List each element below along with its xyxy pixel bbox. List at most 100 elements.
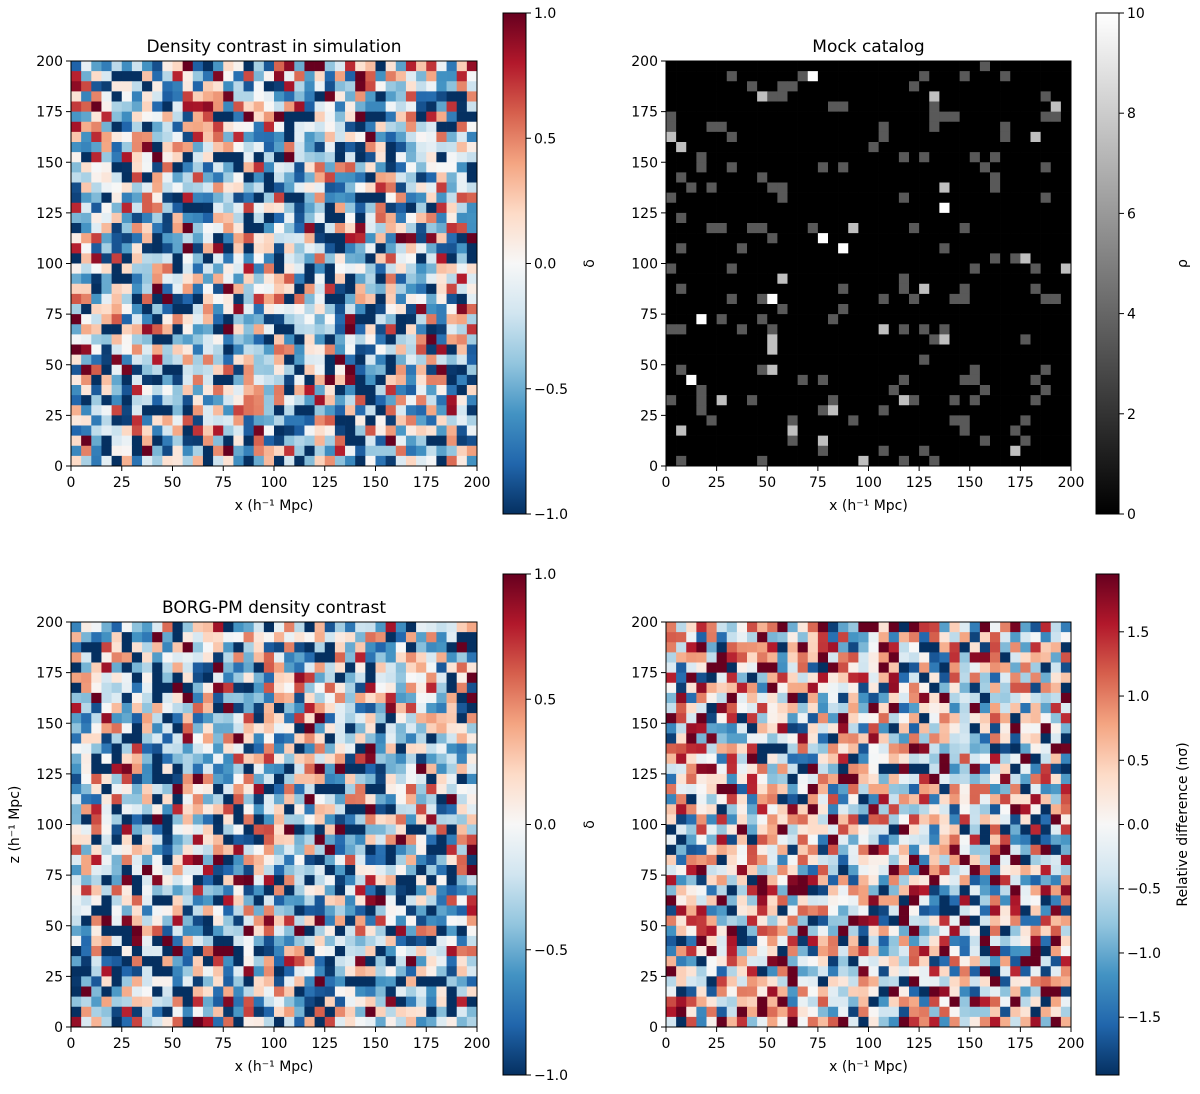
heatmap-cell: [91, 445, 102, 457]
heatmap-cell: [111, 692, 123, 704]
heatmap-cell: [304, 415, 315, 426]
heatmap-cell: [233, 885, 244, 896]
heatmap-cell: [274, 344, 285, 355]
heatmap-cell: [787, 283, 798, 295]
heatmap-cell: [838, 622, 849, 633]
heatmap-cell: [696, 71, 707, 82]
heatmap-cell: [274, 91, 285, 102]
heatmap-cell: [436, 212, 447, 224]
heatmap-cell: [767, 385, 778, 396]
heatmap-cell: [121, 385, 133, 396]
heatmap-cell: [101, 885, 112, 896]
heatmap-cell: [274, 293, 285, 305]
heatmap-cell: [71, 794, 82, 805]
heatmap-cell: [405, 834, 417, 846]
heatmap-cell: [1060, 81, 1072, 92]
heatmap-cell: [172, 956, 183, 967]
heatmap-cell: [385, 1006, 397, 1018]
heatmap-cell: [726, 415, 738, 426]
heatmap-cell: [111, 865, 123, 876]
heatmap-cell: [456, 324, 468, 335]
heatmap-cell: [868, 182, 879, 193]
heatmap-cell: [1030, 121, 1041, 133]
heatmap-cell: [101, 814, 112, 825]
heatmap-cell: [294, 956, 305, 967]
heatmap-cell: [81, 425, 92, 436]
heatmap-cell: [223, 986, 234, 997]
heatmap-cell: [777, 152, 788, 163]
heatmap-cell: [706, 354, 717, 366]
heatmap-cell: [365, 622, 376, 633]
x-tick-label: 25: [708, 475, 726, 491]
heatmap-cell: [456, 713, 468, 724]
heatmap-cell: [446, 81, 458, 92]
heatmap-cell: [888, 243, 900, 254]
heatmap-cell: [375, 763, 386, 775]
heatmap-cell: [1040, 182, 1052, 193]
heatmap-cell: [726, 152, 738, 163]
heatmap-cell: [888, 445, 900, 457]
heatmap-cell: [416, 233, 427, 244]
heatmap-cell: [334, 662, 346, 673]
heatmap-cell: [1030, 415, 1041, 426]
heatmap-cell: [233, 865, 244, 876]
heatmap-cell: [395, 111, 407, 123]
heatmap-cell: [436, 374, 447, 386]
heatmap-cell: [334, 784, 346, 795]
heatmap-cell: [416, 986, 427, 997]
heatmap-cell: [182, 642, 194, 653]
heatmap-cell: [192, 243, 204, 254]
heatmap-cell: [121, 455, 133, 467]
heatmap-cell: [202, 895, 214, 906]
heatmap-cell: [314, 753, 326, 765]
heatmap-cell: [716, 415, 728, 426]
heatmap-cell: [949, 81, 960, 92]
heatmap-cell: [243, 334, 255, 345]
heatmap-cell: [969, 304, 981, 315]
heatmap-cell: [919, 253, 930, 264]
heatmap-cell: [324, 374, 336, 386]
heatmap-cell: [202, 763, 214, 775]
heatmap-cell: [878, 101, 890, 112]
heatmap-cell: [314, 415, 326, 426]
heatmap-cell: [213, 956, 224, 967]
heatmap-cell: [192, 223, 204, 234]
heatmap-cell: [375, 885, 386, 896]
heatmap-cell: [898, 162, 910, 173]
heatmap-cell: [969, 263, 981, 274]
heatmap-cell: [466, 283, 478, 295]
heatmap-cell: [919, 223, 930, 234]
heatmap-cell: [736, 202, 748, 214]
heatmap-cell: [1040, 364, 1052, 376]
heatmap-cell: [334, 682, 346, 694]
heatmap-cell: [172, 111, 183, 123]
heatmap-cell: [365, 101, 376, 112]
heatmap-cell: [365, 682, 376, 694]
heatmap-cell: [456, 395, 468, 406]
heatmap-cell: [436, 652, 447, 663]
heatmap-cell: [304, 966, 315, 977]
heatmap-cell: [314, 192, 326, 204]
heatmap-cell: [253, 233, 265, 244]
heatmap-cell: [182, 925, 194, 937]
heatmap-cell: [345, 334, 356, 345]
heatmap-cell: [848, 344, 859, 355]
heatmap-cell: [243, 101, 255, 112]
heatmap-cell: [939, 304, 950, 315]
heatmap-cell: [797, 212, 809, 224]
heatmap-cell: [274, 885, 285, 896]
heatmap-cell: [939, 91, 950, 102]
heatmap-cell: [314, 101, 326, 112]
heatmap-cell: [919, 314, 930, 325]
heatmap-cell: [1040, 273, 1052, 285]
heatmap-cell: [747, 243, 758, 254]
heatmap-cell: [436, 91, 447, 102]
heatmap-cell: [172, 415, 183, 426]
heatmap-cell: [223, 314, 234, 325]
heatmap-cell: [696, 385, 707, 396]
heatmap-cell: [91, 111, 102, 123]
heatmap-cell: [436, 283, 447, 295]
heatmap-cell: [666, 324, 677, 335]
heatmap-cell: [152, 895, 163, 906]
heatmap-cell: [969, 192, 981, 204]
